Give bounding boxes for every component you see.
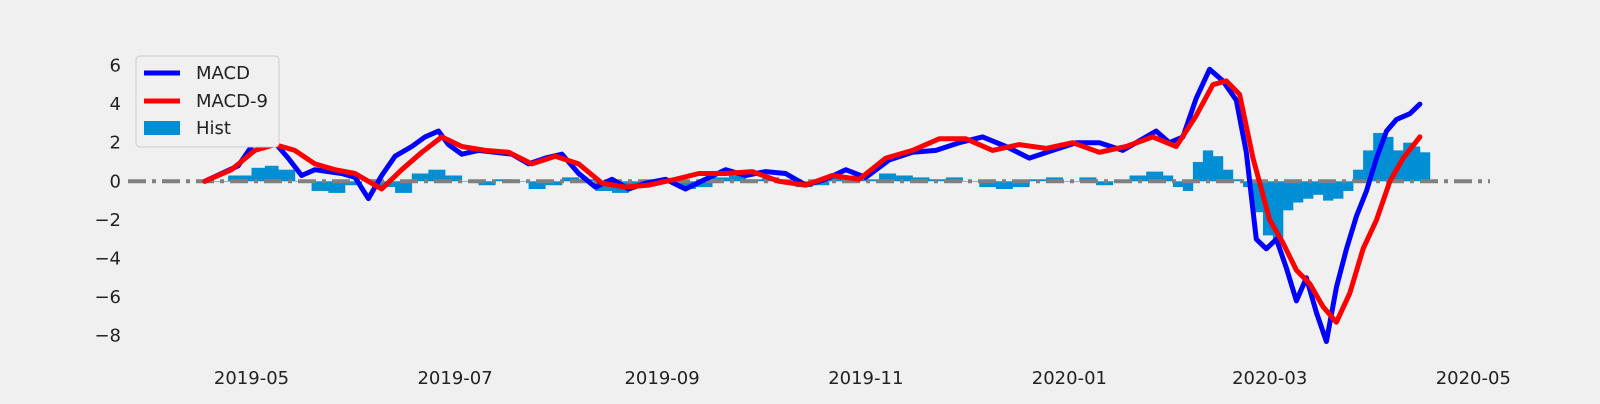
- hist-bar-55: [1129, 175, 1147, 182]
- hist-bar-29: [695, 181, 713, 188]
- hist-bar-41: [895, 175, 913, 182]
- x-tick-label-5: 2020-03: [1232, 368, 1307, 389]
- y-tick-label-0: 6: [110, 55, 121, 76]
- hist-bar-3: [264, 165, 279, 182]
- hist-bar-61: [1202, 150, 1214, 182]
- hist-bar-47: [995, 181, 1013, 189]
- y-tick-label-4: −2: [94, 210, 121, 231]
- hist-bar-16: [478, 181, 496, 186]
- legend-macd-label: MACD: [196, 63, 250, 84]
- hist-bar-28: [678, 181, 696, 189]
- hist-bar-46: [979, 181, 997, 188]
- x-axis-ticks: 2019-05 2019-07 2019-09 2019-11 2020-01 2020-…: [214, 368, 1511, 389]
- legend: MACD MACD-9 Hist: [135, 55, 280, 148]
- hist-bar-70: [1293, 181, 1304, 203]
- hist-bar-13: [428, 169, 446, 182]
- x-tick-label-2: 2019-09: [624, 368, 699, 389]
- hist-bar-0: [204, 181, 229, 182]
- hist-bar-56: [1146, 171, 1164, 182]
- y-tick-label-7: −8: [94, 326, 121, 347]
- hist-bar-48: [1012, 181, 1030, 188]
- series-line-macd-9: [202, 78, 1423, 325]
- legend-hist-label: Hist: [196, 118, 231, 139]
- hist-bar-39: [862, 179, 880, 182]
- hist-bar-75: [1343, 181, 1354, 191]
- hist-bar-63: [1222, 169, 1234, 182]
- hist-bar-79: [1383, 136, 1394, 182]
- hist-bar-12: [411, 173, 429, 182]
- hist-bar-1: [228, 175, 252, 182]
- x-tick-label-4: 2020-01: [1032, 368, 1107, 389]
- y-tick-label-3: 0: [110, 171, 121, 192]
- x-tick-label-6: 2020-05: [1436, 368, 1511, 389]
- hist-bar-72: [1313, 181, 1324, 195]
- hist-bar-82: [1413, 146, 1421, 182]
- hist-bar-69: [1283, 181, 1294, 211]
- hist-bar-2: [251, 167, 266, 182]
- legend-hist-swatch: [144, 121, 180, 135]
- hist-bar-58: [1172, 181, 1184, 188]
- hist-bar-23: [595, 181, 613, 191]
- hist-bar-71: [1303, 181, 1314, 199]
- hist-bar-4: [278, 169, 296, 182]
- hist-bar-19: [528, 181, 546, 189]
- hist-bar-83: [1419, 152, 1431, 182]
- y-axis-ticks: 6 4 2 0 −2 −4 −6 −8: [94, 55, 121, 346]
- y-tick-label-6: −6: [94, 287, 121, 308]
- hist-bar-6: [311, 181, 329, 191]
- hist-bar-76: [1353, 169, 1364, 182]
- hist-bar-59: [1182, 181, 1194, 191]
- hist-bar-31: [728, 175, 746, 182]
- hist-bar-73: [1323, 181, 1334, 201]
- y-tick-label-5: −4: [94, 249, 121, 270]
- hist-bar-14: [445, 175, 463, 182]
- y-tick-label-1: 4: [110, 94, 121, 115]
- hist-bar-37: [829, 177, 846, 182]
- hist-bar-66: [1253, 181, 1264, 213]
- x-tick-label-0: 2019-05: [214, 368, 289, 389]
- lines-layer: [202, 66, 1423, 344]
- hist-bar-18: [511, 181, 529, 182]
- x-tick-label-3: 2019-11: [828, 368, 903, 389]
- hist-bar-64: [1233, 179, 1244, 182]
- legend-macd9-label: MACD-9: [196, 91, 268, 112]
- x-tick-label-1: 2019-07: [417, 368, 492, 389]
- hist-bar-60: [1192, 162, 1204, 182]
- hist-bar-81: [1403, 142, 1414, 182]
- hist-bar-74: [1333, 181, 1344, 199]
- hist-bar-57: [1162, 175, 1174, 182]
- y-tick-label-2: 2: [110, 133, 121, 154]
- hist-bar-7: [328, 181, 346, 193]
- hist-bar-77: [1363, 150, 1374, 182]
- hist-bar-62: [1212, 156, 1224, 182]
- hist-bar-11: [395, 181, 413, 193]
- hist-bar-40: [879, 173, 897, 182]
- hist-bar-68: [1273, 181, 1284, 244]
- hist-bar-8: [345, 181, 362, 186]
